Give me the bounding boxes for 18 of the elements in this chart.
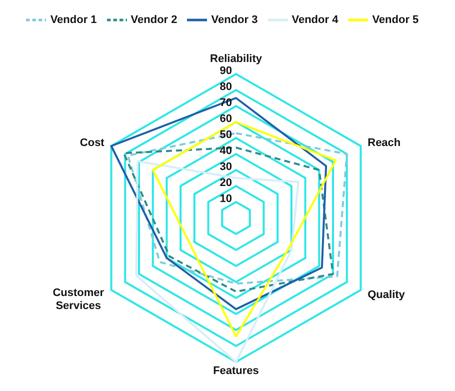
y-tick-label: 10: [220, 193, 232, 205]
y-tick-label: 30: [220, 161, 232, 173]
spoke-label: Features: [213, 365, 259, 377]
spoke-label: Reach: [368, 137, 401, 149]
spoke-label: Quality: [368, 289, 406, 301]
y-tick-label: 50: [220, 129, 232, 141]
legend-label: Vendor 5: [372, 14, 419, 26]
legend-label: Vendor 3: [211, 14, 258, 26]
y-tick-label: 20: [220, 177, 232, 189]
legend-label: Vendor 2: [130, 14, 178, 26]
y-tick-label: 80: [220, 81, 232, 93]
y-tick-label: 90: [220, 65, 232, 77]
spoke-label: Customer Services: [52, 287, 105, 312]
spoke-label: Reliability: [210, 53, 263, 65]
spoke-label: Cost: [80, 137, 105, 149]
legend-label: Vendor 4: [292, 14, 338, 26]
y-tick-label: 60: [220, 113, 232, 125]
legend-label: Vendor 1: [50, 14, 97, 26]
